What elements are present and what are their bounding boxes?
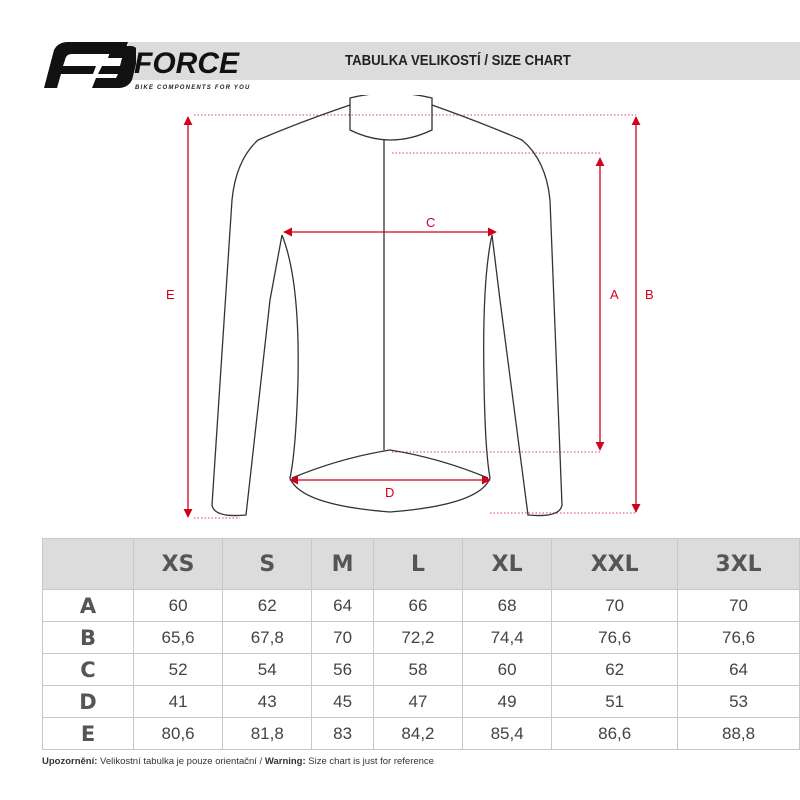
- note-cz-text: Velikostní tabulka je pouze orientační /: [97, 756, 265, 767]
- table-cell: 45: [311, 685, 374, 718]
- table-cell: 49: [462, 685, 553, 718]
- table-cell: 41: [132, 685, 224, 718]
- size-table: XS S M L XL XXL 3XL A 60 62 64 66 68 70 70 B 65,6…: [42, 538, 800, 750]
- table-cell: 67,8: [222, 621, 313, 654]
- column-header: XXL: [551, 538, 679, 590]
- table-header-row: XS S M L XL XXL 3XL: [42, 538, 800, 590]
- table-cell: 62: [222, 589, 313, 622]
- row-label: E: [42, 717, 134, 750]
- table-cell: 53: [677, 685, 800, 718]
- column-header: S: [222, 538, 313, 590]
- measure-lines: [183, 114, 641, 519]
- table-cell: 74,4: [462, 621, 553, 654]
- table-cell: 60: [462, 653, 553, 686]
- tagline: BIKE COMPONENTS FOR YOU: [135, 85, 251, 91]
- table-cell: 43: [222, 685, 313, 718]
- table-cell: 81,8: [222, 717, 313, 750]
- column-header: M: [311, 538, 374, 590]
- column-header: XL: [462, 538, 553, 590]
- note-cz-label: Upozornění:: [42, 756, 98, 767]
- page-title: TABULKA VELIKOSTÍ / SIZE CHART: [345, 52, 571, 69]
- table-cell: 84,2: [372, 717, 464, 750]
- row-label: B: [42, 621, 134, 654]
- table-cell: 70: [677, 589, 800, 622]
- table-cell: 54: [222, 653, 313, 686]
- column-header: XS: [132, 538, 224, 590]
- table-cell: 80,6: [132, 717, 224, 750]
- table-cell: 64: [311, 589, 374, 622]
- table-cell: 72,2: [372, 621, 464, 654]
- table-cell: 70: [311, 621, 374, 654]
- row-label: D: [42, 685, 134, 718]
- jacket-outline: [211, 95, 563, 517]
- table-row: D 41 43 45 47 49 51 53: [42, 685, 800, 718]
- header-bar: [128, 42, 800, 80]
- corner-cell: [42, 538, 134, 590]
- table-row: A 60 62 64 66 68 70 70: [42, 589, 800, 622]
- jacket-diagram: A B C D E: [166, 95, 654, 519]
- label-c: C: [426, 215, 435, 230]
- label-b: B: [645, 287, 654, 302]
- table-cell: 85,4: [462, 717, 553, 750]
- table-cell: 86,6: [551, 717, 679, 750]
- table-cell: 66: [372, 589, 464, 622]
- table-cell: 65,6: [132, 621, 224, 654]
- disclaimer-note: Upozornění: Velikostní tabulka je pouze …: [42, 756, 434, 768]
- table-cell: 68: [462, 589, 553, 622]
- table-cell: 62: [551, 653, 679, 686]
- table-cell: 56: [311, 653, 374, 686]
- table-row: E 80,6 81,8 83 84,2 85,4 86,6 88,8: [42, 717, 800, 750]
- row-label: A: [42, 589, 134, 622]
- label-d: D: [385, 485, 394, 500]
- table-cell: 64: [677, 653, 800, 686]
- table-cell: 58: [372, 653, 464, 686]
- table-row: C 52 54 56 58 60 62 64: [42, 653, 800, 686]
- table-cell: 76,6: [677, 621, 800, 654]
- table-cell: 52: [132, 653, 224, 686]
- table-row: B 65,6 67,8 70 72,2 74,4 76,6 76,6: [42, 621, 800, 654]
- table-cell: 83: [311, 717, 374, 750]
- label-a: A: [610, 287, 619, 302]
- table-cell: 60: [132, 589, 224, 622]
- table-cell: 70: [551, 589, 679, 622]
- note-en-label: Warning:: [264, 756, 306, 767]
- column-header: 3XL: [677, 538, 800, 590]
- column-header: L: [372, 538, 464, 590]
- table-cell: 47: [372, 685, 464, 718]
- label-e: E: [166, 287, 175, 302]
- table-cell: 51: [551, 685, 679, 718]
- table-cell: 76,6: [551, 621, 679, 654]
- brand-name: FORCE: [134, 47, 239, 80]
- row-label: C: [42, 653, 134, 686]
- table-cell: 88,8: [677, 717, 800, 750]
- force-logo: [44, 42, 136, 88]
- note-en-text: Size chart is just for reference: [305, 756, 434, 767]
